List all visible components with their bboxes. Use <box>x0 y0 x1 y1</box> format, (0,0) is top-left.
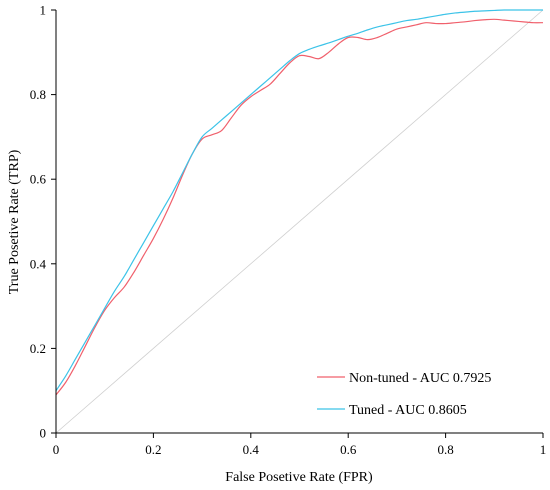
x-tick-label: 0.4 <box>243 442 260 457</box>
x-tick-label: 1 <box>540 442 547 457</box>
legend-label-1: Non-tuned - AUC 0.7925 <box>349 371 491 386</box>
x-tick-label: 0.2 <box>145 442 161 457</box>
x-tick-label: 0 <box>53 442 60 457</box>
y-tick-label: 0.2 <box>30 341 46 356</box>
x-axis-title: False Posetive Rate (FPR) <box>225 470 373 485</box>
legend: Non-tuned - AUC 0.7925 Tuned - AUC 0.8605 <box>317 371 491 418</box>
series-layer <box>55 9 544 396</box>
reference-layer <box>55 9 544 434</box>
x-tick-label: 0.8 <box>437 442 453 457</box>
legend-label-2: Tuned - AUC 0.8605 <box>349 403 467 418</box>
y-tick-label: 1 <box>40 3 47 18</box>
series-line-1 <box>55 18 544 396</box>
x-tick-label: 0.6 <box>340 442 357 457</box>
series-line-2 <box>55 9 543 392</box>
y-axis-title: True Posetive Rate (TRP) <box>7 149 22 294</box>
tick-layer: 0 0.2 0.4 0.6 0.8 1 0 0.2 0.4 0.6 0.8 1 <box>30 3 547 458</box>
y-tick-label: 0 <box>40 426 47 441</box>
y-tick-label: 0.4 <box>30 256 47 271</box>
axes-layer <box>55 10 543 434</box>
reference-diagonal-line <box>55 9 544 434</box>
y-tick-label: 0.6 <box>30 172 47 187</box>
y-tick-label: 0.8 <box>30 87 46 102</box>
